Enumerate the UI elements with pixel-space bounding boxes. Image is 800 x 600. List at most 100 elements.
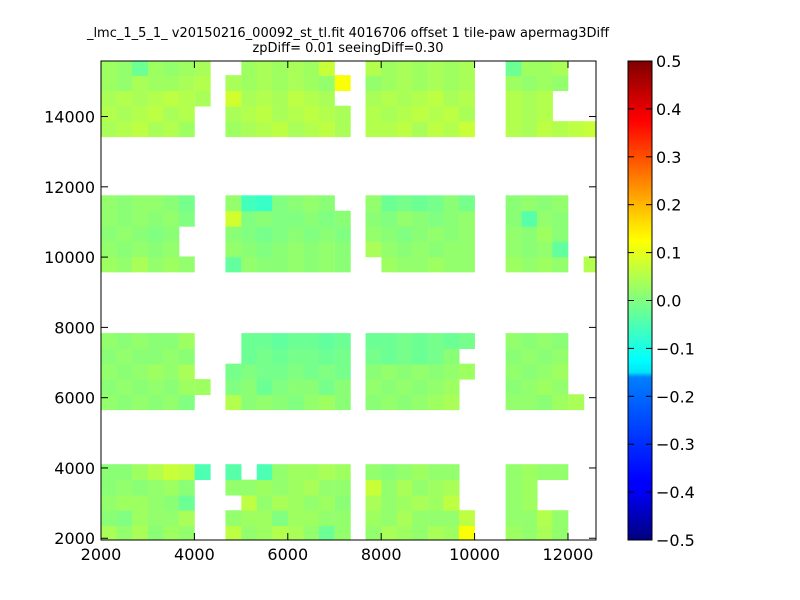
heatmap-cell: [225, 464, 242, 481]
heatmap-cell: [178, 210, 195, 227]
heatmap-cell: [318, 348, 335, 365]
heatmap-cell: [428, 210, 445, 227]
heatmap-cell: [178, 333, 195, 349]
heatmap-cell: [536, 225, 553, 242]
heatmap-cell: [101, 394, 118, 411]
heatmap-cell: [241, 105, 258, 122]
heatmap-cell: [178, 363, 195, 380]
y-tick-label: 10000: [44, 248, 95, 267]
heatmap-cell: [256, 225, 273, 242]
heatmap-cell: [334, 225, 351, 242]
heatmap-cell: [303, 379, 320, 396]
heatmap-cell: [194, 90, 211, 107]
heatmap-cell: [147, 241, 164, 258]
heatmap-cell: [505, 379, 522, 396]
heatmap-cell: [381, 348, 398, 365]
heatmap-cell: [365, 348, 382, 365]
heatmap-cell: [272, 105, 289, 122]
heatmap-cell: [396, 494, 413, 511]
heatmap-cell: [272, 494, 289, 511]
heatmap-cell: [272, 464, 289, 481]
heatmap-cell: [178, 195, 195, 212]
heatmap-cell: [381, 90, 398, 107]
heatmap-cell: [365, 61, 382, 76]
heatmap-cell: [521, 464, 538, 481]
heatmap-cell: [225, 225, 242, 242]
heatmap-cell: [552, 61, 569, 76]
heatmap-cell: [365, 363, 382, 380]
heatmap-cell: [318, 394, 335, 411]
heatmap-cell: [458, 75, 475, 92]
heatmap-cell: [521, 525, 538, 540]
heatmap-cell: [225, 479, 242, 496]
heatmap-cell: [396, 225, 413, 242]
heatmap-cell: [303, 225, 320, 242]
heatmap-cell: [288, 256, 305, 273]
heatmap-cell: [428, 379, 445, 396]
heatmap-cell: [381, 479, 398, 496]
heatmap-cell: [365, 195, 382, 212]
heatmap-cell: [428, 394, 445, 411]
heatmap-cell: [334, 525, 351, 540]
heatmap-cell: [194, 75, 211, 92]
heatmap-cell: [272, 195, 289, 212]
heatmap-cell: [256, 256, 273, 273]
heatmap-cell: [116, 363, 133, 380]
heatmap-cell: [147, 195, 164, 212]
heatmap-cell: [116, 379, 133, 396]
heatmap-cell: [396, 363, 413, 380]
heatmap-cell: [334, 121, 351, 138]
heatmap-cell: [505, 195, 522, 212]
heatmap-cell: [334, 510, 351, 527]
heatmap-cell: [396, 90, 413, 107]
heatmap-cell: [225, 75, 242, 92]
heatmap-cell: [132, 333, 149, 349]
heatmap-cell: [101, 348, 118, 365]
heatmap-cell: [381, 105, 398, 122]
heatmap-cell: [521, 333, 538, 349]
heatmap-cell: [241, 256, 258, 273]
heatmap-cell: [505, 105, 522, 122]
heatmap-cell: [163, 225, 180, 242]
heatmap-cell: [272, 210, 289, 227]
heatmap-cell: [412, 225, 429, 242]
heatmap-cell: [318, 256, 335, 273]
heatmap-cell: [163, 379, 180, 396]
heatmap-cell: [396, 510, 413, 527]
heatmap-cell: [256, 61, 273, 76]
y-tick-label: 12000: [44, 178, 95, 197]
heatmap-cell: [443, 241, 460, 258]
heatmap-cell: [412, 394, 429, 411]
y-tick-label: 2000: [54, 529, 95, 548]
heatmap-cell: [303, 75, 320, 92]
heatmap-cell: [412, 61, 429, 76]
heatmap-cell: [256, 464, 273, 481]
heatmap-cell: [163, 464, 180, 481]
heatmap-cell: [288, 525, 305, 540]
heatmap-cell: [536, 525, 553, 540]
heatmap-cell: [256, 510, 273, 527]
heatmap-cell: [318, 241, 335, 258]
heatmap-cell: [443, 394, 460, 411]
heatmap-cell: [147, 464, 164, 481]
heatmap-cell: [505, 333, 522, 349]
heatmap-cell: [132, 105, 149, 122]
x-tick-label: 2000: [81, 545, 122, 564]
heatmap-cell: [318, 61, 335, 76]
heatmap-cell: [458, 256, 475, 273]
heatmap-cell: [505, 256, 522, 273]
heatmap-cell: [412, 210, 429, 227]
heatmap-cell: [116, 348, 133, 365]
heatmap-cell: [443, 121, 460, 138]
heatmap-cell: [288, 479, 305, 496]
heatmap-cell: [458, 121, 475, 138]
heatmap-cell: [318, 333, 335, 349]
heatmap-cell: [428, 225, 445, 242]
heatmap-cell: [116, 333, 133, 349]
heatmap-cell: [365, 105, 382, 122]
heatmap-cell: [147, 479, 164, 496]
heatmap-cell: [272, 333, 289, 349]
heatmap-cell: [116, 464, 133, 481]
heatmap-cell: [303, 464, 320, 481]
heatmap-cell: [101, 61, 118, 76]
